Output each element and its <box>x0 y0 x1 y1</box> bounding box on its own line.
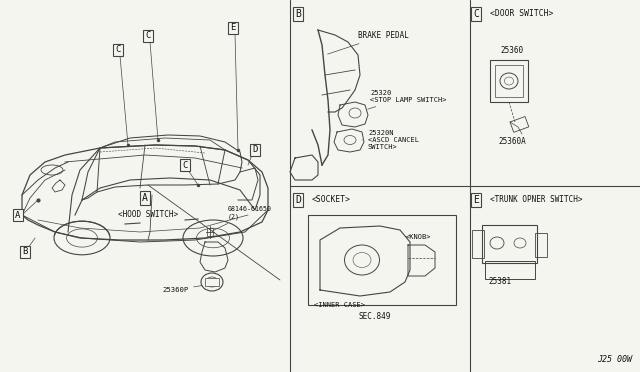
Text: SEC.849: SEC.849 <box>359 312 391 321</box>
Text: 25320N
<ASCD CANCEL
SWITCH>: 25320N <ASCD CANCEL SWITCH> <box>362 130 419 150</box>
Text: 25360P: 25360P <box>162 285 202 293</box>
Bar <box>510 116 529 132</box>
Text: <INNER CASE>: <INNER CASE> <box>314 302 365 308</box>
Text: <DOOR SWITCH>: <DOOR SWITCH> <box>490 10 554 19</box>
Text: D: D <box>295 195 301 205</box>
Bar <box>485 261 535 279</box>
Text: B: B <box>22 247 28 257</box>
Text: 25360A: 25360A <box>498 137 525 146</box>
Bar <box>205 278 219 286</box>
Bar <box>495 65 523 97</box>
Text: A: A <box>142 193 148 203</box>
Text: <KNOB>: <KNOB> <box>405 234 431 240</box>
Bar <box>472 230 484 258</box>
Bar <box>482 225 537 263</box>
Text: 25320
<STOP LAMP SWITCH>: 25320 <STOP LAMP SWITCH> <box>367 90 447 109</box>
Text: J25 00W: J25 00W <box>597 355 632 364</box>
Text: <SOCKET>: <SOCKET> <box>312 196 351 205</box>
Text: C: C <box>182 160 188 170</box>
Text: 08146-61650
(2): 08146-61650 (2) <box>212 206 272 231</box>
Bar <box>207 228 213 236</box>
Text: A: A <box>15 211 20 219</box>
Text: 25381: 25381 <box>488 277 511 286</box>
Bar <box>535 233 547 257</box>
Text: C: C <box>145 32 150 41</box>
Text: E: E <box>473 195 479 205</box>
Text: E: E <box>230 23 236 32</box>
Text: C: C <box>115 45 121 55</box>
Bar <box>308 215 456 305</box>
Text: <TRUNK OPNER SWITCH>: <TRUNK OPNER SWITCH> <box>490 196 582 205</box>
Text: C: C <box>473 9 479 19</box>
Bar <box>490 60 528 102</box>
Text: D: D <box>252 145 258 154</box>
Text: B: B <box>295 9 301 19</box>
Text: <HOOD SWITCH>: <HOOD SWITCH> <box>118 210 178 219</box>
Text: 25360: 25360 <box>500 46 523 55</box>
Text: BRAKE PEDAL: BRAKE PEDAL <box>328 31 409 54</box>
